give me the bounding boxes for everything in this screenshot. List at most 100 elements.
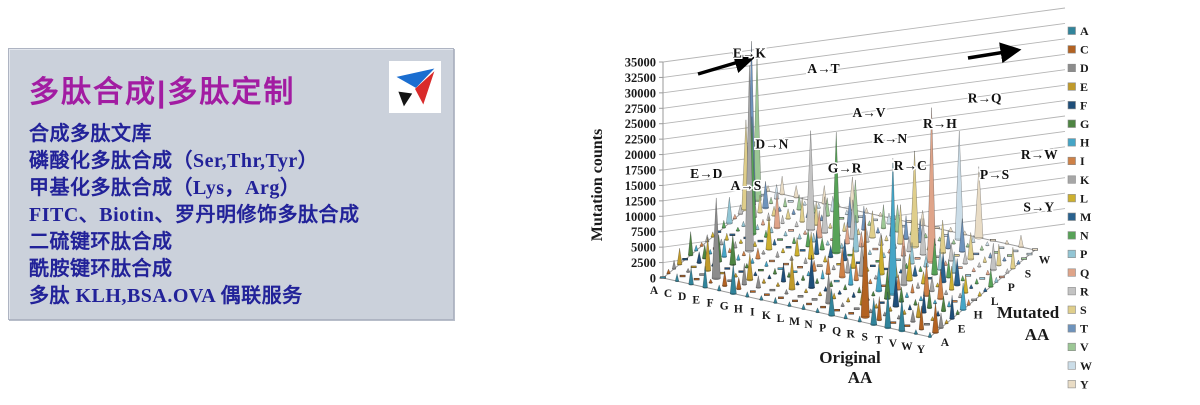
- mutation-spike: [761, 277, 767, 284]
- legend-swatch-icon: [1067, 119, 1076, 128]
- mutation-spike: [797, 232, 802, 239]
- zero-dash-marker: [872, 247, 879, 251]
- mutation-spike: [769, 225, 774, 233]
- mutation-spike: [733, 240, 738, 248]
- legend-swatch-icon: [1067, 287, 1076, 296]
- mutation-spike: [791, 208, 796, 215]
- legend-item: W: [1067, 359, 1092, 373]
- mutation-spike: [923, 254, 929, 267]
- zero-dash-marker: [853, 307, 860, 310]
- logo-red-triangle: [415, 71, 435, 105]
- mutation-spike: [719, 238, 724, 245]
- mutation-spike: [943, 289, 949, 295]
- x-category-label: G: [720, 301, 729, 313]
- peak-label: D→N: [755, 137, 788, 152]
- mutation-spike: [853, 262, 859, 281]
- mutation-spike: [900, 245, 908, 286]
- zero-dash-marker: [679, 274, 686, 278]
- mutation-spike: [783, 230, 788, 236]
- zero-dash-marker: [777, 238, 783, 241]
- x-category-label: S: [862, 332, 868, 344]
- mutation-spike: [958, 218, 966, 252]
- gridline: [662, 84, 1066, 140]
- cone-spikes: [660, 41, 1038, 338]
- mutation-spike: [982, 255, 987, 263]
- legend-item: D: [1067, 61, 1089, 75]
- legend-swatch-icon: [1067, 324, 1076, 333]
- z-axis-title: Mutated: [997, 303, 1060, 322]
- legend-item: V: [1067, 340, 1089, 354]
- mutation-spike: [1010, 247, 1016, 269]
- mutation-spike: [927, 331, 933, 338]
- trend-arrow-left-icon: [697, 52, 756, 76]
- brand-triangle-logo-icon[interactable]: [389, 61, 441, 113]
- legend-label: Y: [1080, 377, 1089, 391]
- legend-swatch-icon: [1067, 45, 1076, 54]
- mutation-spike: [967, 232, 975, 260]
- mutation-spike: [965, 242, 970, 247]
- mutation-spike: [927, 107, 937, 263]
- mutation-spike: [821, 196, 829, 233]
- mutation-spike: [825, 239, 830, 246]
- z-category-label: W: [1039, 255, 1051, 267]
- zero-dash-marker: [797, 266, 803, 269]
- zero-dash-marker: [848, 312, 855, 315]
- legend-item: L: [1067, 191, 1088, 205]
- mutation-spike: [793, 185, 799, 198]
- zero-dash-marker: [764, 293, 770, 296]
- mutation-spike: [786, 271, 792, 278]
- peak-label: S→Y: [1023, 200, 1054, 215]
- mutation-spike: [896, 314, 902, 319]
- mutation-spike: [768, 196, 774, 204]
- mutation-spike: [985, 240, 990, 246]
- mutation-spike: [805, 229, 811, 247]
- mutation-spike: [959, 282, 967, 310]
- mutation-spike: [761, 249, 766, 255]
- legend-swatch-icon: [1067, 101, 1076, 110]
- peak-label: E→D: [690, 166, 723, 181]
- mutation-spike: [880, 204, 887, 229]
- mutation-spike: [823, 285, 828, 291]
- mutation-spike: [939, 252, 947, 283]
- mutation-spike: [744, 262, 750, 268]
- mutation-spike: [910, 283, 915, 293]
- mutation-spike: [1002, 256, 1007, 261]
- promo-banner[interactable]: 多肽合成|多肽定制 合成多肽文库 磷酸化多肽合成（Ser,Thr,Tyr） 甲基…: [8, 48, 454, 320]
- legend-swatch-icon: [1067, 26, 1076, 35]
- x-category-label: P: [819, 322, 826, 334]
- gridline: [662, 53, 1066, 109]
- mutation-spike: [948, 266, 955, 290]
- mutation-spike: [874, 302, 879, 308]
- legend-item: E: [1067, 80, 1088, 94]
- z-category-label: L: [991, 296, 999, 308]
- mutation-spike: [892, 276, 900, 307]
- mutation-spike: [939, 220, 947, 254]
- legend-item: K: [1067, 173, 1090, 187]
- mutation-spike: [996, 244, 1002, 266]
- mutation-spike: [869, 210, 876, 238]
- mutation-spike: [926, 289, 933, 309]
- y-axis-title: Mutation counts: [589, 129, 606, 241]
- mutation-spike: [767, 274, 772, 279]
- mutation-spike: [806, 130, 816, 230]
- z-axis-title: AA: [1025, 325, 1050, 344]
- x-category-label: I: [750, 307, 755, 319]
- y-tick-label: 30000: [625, 86, 656, 100]
- y-tick-label: 10000: [625, 210, 656, 224]
- legend-label: H: [1080, 136, 1090, 150]
- peak-label: A→T: [807, 61, 839, 76]
- mutation-spike: [736, 277, 742, 290]
- mutation-spike: [676, 248, 683, 265]
- zero-dash-marker: [833, 279, 840, 283]
- legend-item: G: [1067, 117, 1089, 131]
- gridline: [662, 69, 1066, 125]
- mutation-spike: [848, 263, 854, 285]
- mutation-spike: [725, 197, 733, 224]
- trend-arrow-right-icon: [967, 42, 1022, 64]
- mutation-spike: [849, 199, 857, 239]
- mutation-spike: [711, 197, 721, 279]
- mutation-spike: [945, 259, 952, 278]
- mutation-spike: [775, 281, 781, 287]
